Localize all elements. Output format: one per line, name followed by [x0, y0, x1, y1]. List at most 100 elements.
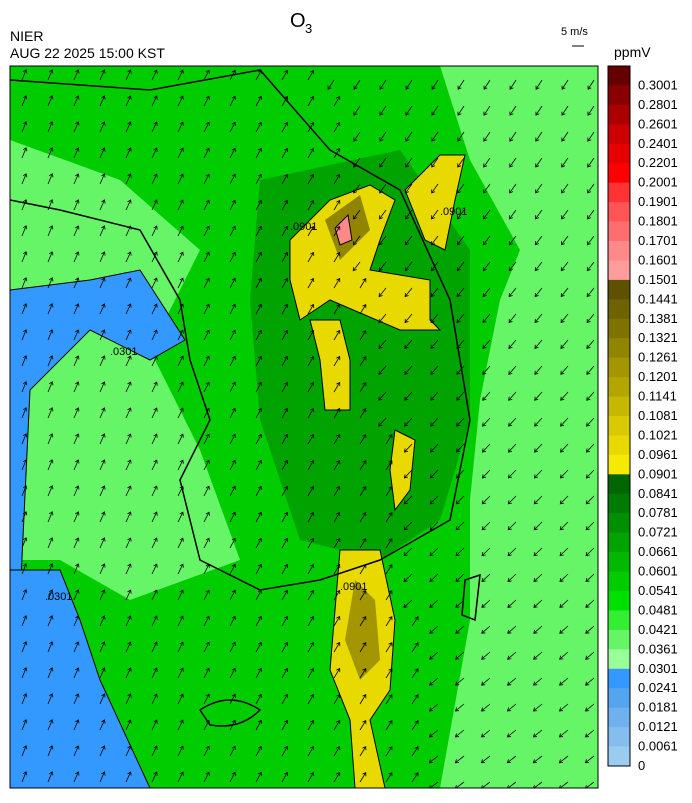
wind-arrow [307, 251, 315, 263]
wind-arrow [21, 667, 28, 679]
wind-arrow [151, 771, 158, 783]
wind-arrow [429, 625, 439, 634]
wind-arrow [359, 330, 367, 341]
wind-arrow [203, 329, 210, 341]
colorbar-label: 0.0841 [638, 486, 678, 501]
wind-arrow [507, 547, 517, 557]
wind-arrow [125, 121, 132, 133]
colorbar-cell [608, 299, 630, 320]
wind-arrow [255, 95, 262, 107]
wind-arrow [559, 495, 569, 505]
wind-arrow [177, 719, 184, 731]
colorbar-label: 0.0361 [638, 641, 678, 656]
colorbar-cell [608, 454, 630, 475]
wind-arrow [585, 469, 595, 479]
wind-arrow [333, 745, 341, 757]
wind-arrow [509, 209, 517, 220]
wind-arrow [229, 199, 236, 211]
wind-arrow [431, 183, 439, 194]
wind-arrow [385, 512, 393, 523]
wind-arrow [73, 771, 80, 783]
colorbar-label: 0.2401 [638, 136, 678, 151]
wind-arrow [456, 235, 465, 246]
wind-arrow [481, 547, 491, 557]
wind-arrow [73, 459, 80, 471]
wind-arrow [73, 563, 80, 575]
wind-arrow [281, 277, 289, 289]
wind-arrow [151, 277, 158, 289]
wind-arrow [431, 79, 439, 90]
wind-arrow [73, 615, 80, 627]
wind-arrow [281, 329, 289, 341]
colorbar-label: 0.0181 [638, 700, 678, 715]
wind-arrow [203, 511, 210, 523]
wind-arrow [21, 69, 28, 81]
colorbar-label: 0.0421 [638, 622, 678, 637]
wind-arrow [203, 251, 210, 263]
wind-arrow [352, 261, 361, 272]
wind-arrow [99, 459, 106, 471]
wind-arrow [255, 199, 262, 211]
wind-arrow [455, 573, 465, 583]
wind-arrow [359, 616, 367, 627]
wind-arrow [430, 365, 439, 375]
wind-arrow [203, 173, 210, 185]
wind-arrow [508, 417, 517, 427]
wind-arrow [255, 121, 262, 133]
wind-arrow [177, 745, 184, 757]
wind-arrow [359, 434, 367, 445]
wind-arrow [281, 95, 289, 107]
wind-arrow [255, 407, 262, 419]
wind-arrow [281, 667, 289, 679]
title-subscript: 3 [305, 21, 312, 36]
wind-arrow [281, 589, 289, 601]
wind-arrow [99, 641, 106, 653]
wind-arrow [281, 615, 289, 627]
wind-arrow [535, 157, 543, 168]
wind-arrow [533, 443, 543, 453]
wind-arrow [333, 303, 341, 315]
wind-arrow [47, 719, 54, 731]
wind-arrow [203, 693, 210, 705]
colorbar-label: 0.0661 [638, 544, 678, 559]
wind-arrow [177, 485, 184, 497]
wind-arrow [47, 745, 54, 757]
wind-arrow [559, 625, 569, 634]
wind-arrow [411, 772, 419, 783]
wind-arrow [203, 95, 210, 107]
colorbar-cell [608, 260, 630, 281]
wind-arrow [483, 131, 491, 142]
light-region [10, 140, 240, 600]
wind-arrow [47, 537, 54, 549]
wind-arrow [359, 772, 367, 783]
wind-arrow [151, 693, 158, 705]
wind-arrow [307, 615, 315, 627]
wind-arrow [560, 287, 569, 298]
wind-arrow [508, 261, 517, 272]
wind-arrow [507, 521, 517, 531]
wind-arrow [177, 537, 184, 549]
wind-arrow [456, 261, 465, 272]
wind-arrow [561, 105, 569, 116]
colorbar-label: 0.0061 [638, 739, 678, 754]
wind-arrow [508, 235, 517, 246]
colorbar-cell [608, 241, 630, 261]
colorbar-cell [608, 124, 630, 145]
wind-arrow [73, 173, 80, 185]
wind-arrow [307, 719, 315, 731]
wind-arrow [533, 573, 543, 583]
wind-arrow [73, 147, 80, 159]
colorbar-cell [608, 396, 630, 417]
wind-arrow [21, 355, 28, 367]
wind-arrow [125, 329, 132, 341]
wind-arrow [411, 616, 419, 627]
wind-arrow [385, 668, 393, 679]
wind-arrow [411, 668, 419, 679]
colorbar-cell [608, 377, 630, 398]
wind-arrow [229, 589, 236, 601]
wind-arrow [21, 771, 28, 783]
wind-arrow [535, 79, 543, 90]
wind-arrow [561, 131, 569, 142]
wind-arrow [21, 693, 28, 705]
wind-arrow [229, 485, 236, 497]
